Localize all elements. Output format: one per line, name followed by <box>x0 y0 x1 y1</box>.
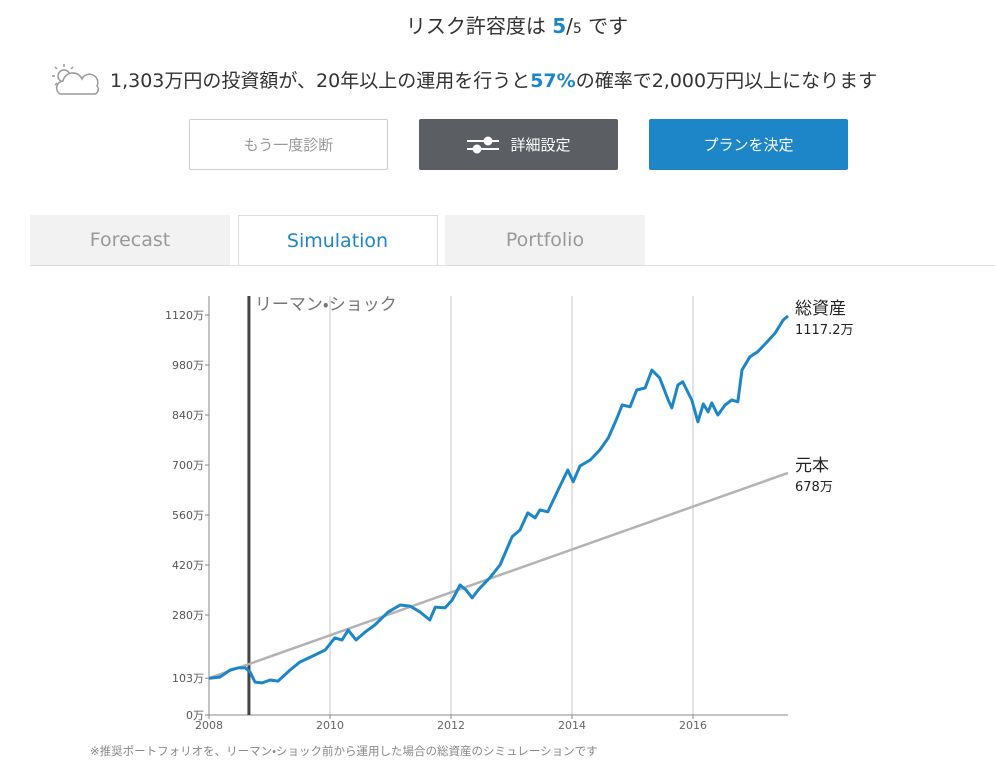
y-tick-label: 700万 <box>172 459 204 472</box>
x-tick-label: 2012 <box>437 719 465 732</box>
risk-prefix: リスク許容度は <box>405 14 546 38</box>
series-name: 元本 <box>795 456 829 476</box>
y-tick-label: 840万 <box>172 409 204 422</box>
y-tick-label: 0万 <box>186 709 204 722</box>
risk-value: 5 <box>552 14 567 38</box>
y-tick-label: 280万 <box>172 609 204 622</box>
x-tick-label: 2014 <box>558 719 586 732</box>
risk-header: リスク許容度は 5/5 です <box>0 10 995 39</box>
tab[interactable]: Forecast <box>30 215 230 265</box>
y-tick-label: 103万 <box>172 672 204 685</box>
y-tick-label: 420万 <box>172 559 204 572</box>
risk-max: 5 <box>572 21 582 37</box>
settings-icon <box>467 136 500 153</box>
footnote: ※推奨ポートフォリオを、リーマン・ショック前から運用した場合の総資産のシミュレー… <box>90 744 598 758</box>
y-tick-label: 560万 <box>172 509 204 522</box>
x-tick-label: 2010 <box>316 719 344 732</box>
x-tick-label: 2008 <box>195 719 223 732</box>
settings-button[interactable]: 詳細設定 <box>419 119 618 170</box>
settings-label: 詳細設定 <box>510 136 571 154</box>
series-line <box>208 471 789 680</box>
x-tick-label: 2016 <box>679 719 707 732</box>
y-tick-label: 980万 <box>172 359 204 372</box>
y-tick-label: 1120万 <box>165 309 204 322</box>
risk-suffix: です <box>588 14 629 38</box>
tab-underline <box>30 265 995 266</box>
tab[interactable]: Simulation <box>237 215 438 266</box>
forecast-text: 1,303万円の投資額が、20年以上の運用を行うと57%の確率で2,000万円以… <box>110 66 877 93</box>
decide-button[interactable]: プランを決定 <box>649 119 848 170</box>
annotation-label: リーマン・ショック <box>255 295 397 315</box>
series-line <box>208 314 789 685</box>
value-label: 1117.2万 <box>795 323 854 338</box>
forecast-suffix: の確率で2,000万円以上になります <box>575 70 878 92</box>
value-label: 678万 <box>795 480 833 495</box>
forecast-prefix: 1,303万円の投資額が、20年以上の運用を行うと <box>110 70 531 92</box>
series-name: 総資産 <box>795 299 846 319</box>
forecast-probability: 57% <box>530 70 576 92</box>
weather-icon <box>52 64 99 95</box>
risk-separator: / <box>566 14 573 38</box>
retry-button[interactable]: もう一度診断 <box>189 119 388 170</box>
tab[interactable]: Portfolio <box>445 215 645 265</box>
